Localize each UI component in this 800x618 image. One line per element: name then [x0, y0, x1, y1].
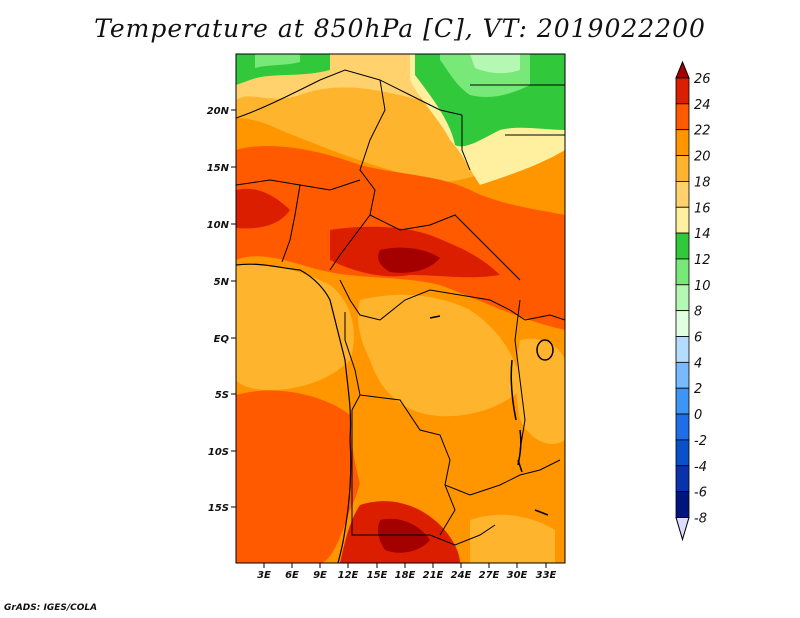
colorbar-segment: [676, 285, 689, 311]
colorbar-segment: [676, 181, 689, 207]
lat-label: EQ: [214, 334, 230, 345]
lat-label: 15S: [208, 503, 229, 514]
lon-label: 18E: [395, 570, 416, 581]
map-panel: [236, 54, 565, 563]
latitude-axis: 20N 15N 10N 5N EQ 5S 10S 15S: [207, 106, 236, 514]
colorbar-label: 0: [694, 408, 702, 423]
lon-label: 24E: [451, 570, 472, 581]
colorbar-segment: [676, 233, 689, 259]
credit-label: GrADS: IGES/COLA: [4, 603, 97, 613]
colorbar-segment: [676, 207, 689, 233]
colorbar-segment: [676, 388, 689, 414]
lat-label: 10S: [208, 447, 229, 458]
colorbar-segment: [676, 259, 689, 285]
colorbar-cap-bottom: [676, 517, 689, 539]
colorbar-segment: [676, 492, 689, 518]
lat-label: 10N: [207, 220, 230, 231]
lon-label: 21E: [423, 570, 444, 581]
lon-label: 6E: [285, 570, 299, 581]
colorbar-segment: [676, 466, 689, 492]
longitude-axis: 3E 6E 9E 12E 15E 18E 21E 24E 27E 30E 33E: [257, 563, 556, 581]
colorbar-segment: [676, 311, 689, 337]
lon-label: 33E: [536, 570, 557, 581]
colorbar-label: 18: [694, 175, 711, 190]
colorbar-segment: [676, 156, 689, 182]
colorbar-label: -4: [694, 460, 707, 475]
colorbar-segment: [676, 362, 689, 388]
colorbar-label: 8: [694, 305, 702, 320]
colorbar-segment: [676, 337, 689, 363]
lon-label: 27E: [479, 570, 500, 581]
colorbar-label: 24: [694, 98, 711, 113]
colorbar-segment: [676, 440, 689, 466]
colorbar-label: 12: [694, 253, 711, 268]
colorbar-label: 4: [694, 356, 702, 371]
colorbar-label: -6: [694, 486, 707, 501]
colorbar-label: 26: [694, 72, 711, 87]
colorbar-segment: [676, 130, 689, 156]
colorbar-label: 6: [694, 331, 702, 346]
colorbar-label: 20: [694, 150, 711, 165]
lon-label: 30E: [507, 570, 528, 581]
lon-label: 12E: [338, 570, 359, 581]
lat-label: 5N: [214, 277, 230, 288]
colorbar-segment: [676, 78, 689, 104]
colorbar-label: -8: [694, 511, 707, 526]
colorbar-segment: [676, 414, 689, 440]
lon-label: 3E: [257, 570, 271, 581]
colorbar-label: 2: [694, 382, 702, 397]
lon-label: 15E: [367, 570, 388, 581]
colorbar-label: -2: [694, 434, 707, 449]
lat-label: 20N: [207, 106, 230, 117]
colorbar-label: 16: [694, 201, 711, 216]
colorbar-label: 14: [694, 227, 711, 242]
colorbar-label: 10: [694, 279, 711, 294]
lat-label: 15N: [207, 163, 230, 174]
colorbar-cap-top: [676, 62, 689, 78]
lon-label: 9E: [313, 570, 327, 581]
colorbar-segment: [676, 104, 689, 130]
lat-label: 5S: [215, 390, 229, 401]
colorbar-label: 22: [694, 124, 711, 139]
